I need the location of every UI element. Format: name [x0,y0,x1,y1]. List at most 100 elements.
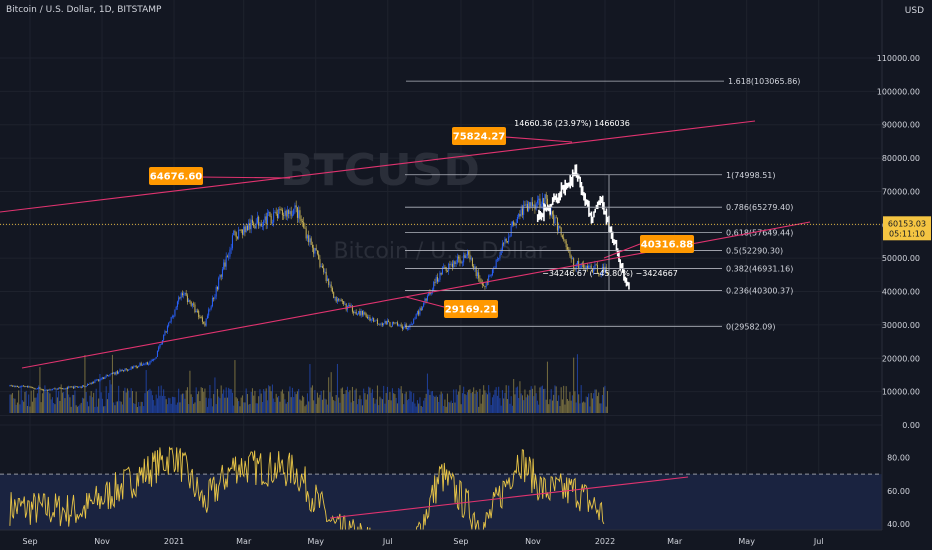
volume-bar [253,395,255,413]
upper-channel-line[interactable] [0,120,756,213]
candle-body [339,299,341,301]
callout-leader-40316[interactable] [603,243,641,259]
volume-bar [459,385,461,413]
candle-body [131,367,133,368]
candle-body [61,388,63,390]
volume-bar [479,388,481,413]
price-callout-box[interactable] [452,127,506,145]
candle-body [296,207,298,218]
volume-bar [496,395,498,413]
price-axis-tick: 80000.00 [882,154,920,163]
time-axis-background [0,530,932,550]
candle-body [176,301,178,307]
volume-bar [480,403,482,413]
volume-bar [298,388,300,413]
volume-bar [603,387,605,413]
measurements[interactable]: 14660.36 (23.97%) 1466036 −34246.67 (−45.… [514,119,678,291]
candle-body [533,204,535,206]
candle-body [474,266,476,269]
volume-bar [561,399,563,413]
volume-bar [559,406,561,413]
candle-body [386,320,388,325]
price-callouts[interactable]: 75824.27 64676.60 40316.88 29169.21 [149,127,694,318]
volume-bar [18,390,20,413]
candle-body [345,303,347,310]
candle-body [553,214,555,224]
volume-bar [406,400,408,413]
current-price-tag[interactable] [883,216,931,241]
volume-bar [224,397,226,413]
candle-body [141,364,143,366]
volume-bar [454,402,456,413]
candle-body [15,385,17,387]
rsi-trendline[interactable] [329,476,689,519]
volume-bar [58,391,60,413]
volume-bar [255,403,257,413]
callout-leader-29169[interactable] [405,296,445,308]
candle-body [254,226,256,229]
volume-bar [393,393,395,413]
candle-body [85,385,87,387]
candle-body [430,292,432,295]
candle-body [479,278,481,282]
volume-bar [395,397,397,413]
volume-bar [433,395,435,413]
candle-body [484,286,486,287]
volume-bar [241,395,243,413]
candle-body [135,365,137,368]
rsi-line [9,446,605,530]
volume-bar [295,394,297,413]
volume-bar [194,402,196,413]
volume-bar [484,390,486,413]
candle-body [420,308,422,311]
candle-body [341,300,343,302]
volume-bar [594,389,596,413]
candlestick-series [9,164,630,391]
candle-body [560,227,562,236]
volume-bar [369,387,371,413]
price-callout-box[interactable] [149,167,203,185]
candle-body [464,255,466,258]
volume-bar [523,400,525,413]
candle-body [96,379,98,381]
volume-bar [100,392,102,413]
volume-bar [574,391,576,413]
volume-bar [493,394,495,413]
volume-bar [330,372,332,413]
volume-bar [314,390,316,413]
volume-bar [460,404,462,413]
candle-body [423,302,425,307]
candle-body [293,208,295,215]
candle-body [600,272,602,275]
price-callout-box[interactable] [640,235,694,253]
volume-bar [563,385,565,413]
candle-body [78,387,80,388]
currency-label[interactable]: USD [904,6,924,16]
candle-body [31,387,33,389]
volume-bar [445,406,447,413]
volume-bar [570,400,572,413]
candle-body [458,256,460,259]
volume-bar [55,388,57,413]
price-callout-label: 64676.60 [150,172,203,183]
fibonacci-retracement[interactable]: 1.618(103065.86) 1(74998.51) 0.786(65279.4… [405,77,800,331]
candle-body [279,208,281,210]
volume-bar [179,402,181,413]
volume-bar [494,389,496,413]
candle-body [510,225,512,237]
volume-bar [24,391,26,413]
candle-body [283,215,285,216]
candle-body [366,316,368,319]
volume-bar [289,386,291,413]
volume-bar [329,392,331,413]
volume-bar [540,386,542,413]
volume-bar [133,403,135,413]
volume-bar [434,396,436,413]
chart-symbol-title[interactable]: Bitcoin / U.S. Dollar, 1D, BITSTAMP [6,5,162,15]
volume-bar [439,394,441,413]
candle-body [221,269,223,277]
price-callout-box[interactable] [444,300,498,318]
callout-leader-64676[interactable] [197,176,291,179]
candle-body [541,198,543,205]
